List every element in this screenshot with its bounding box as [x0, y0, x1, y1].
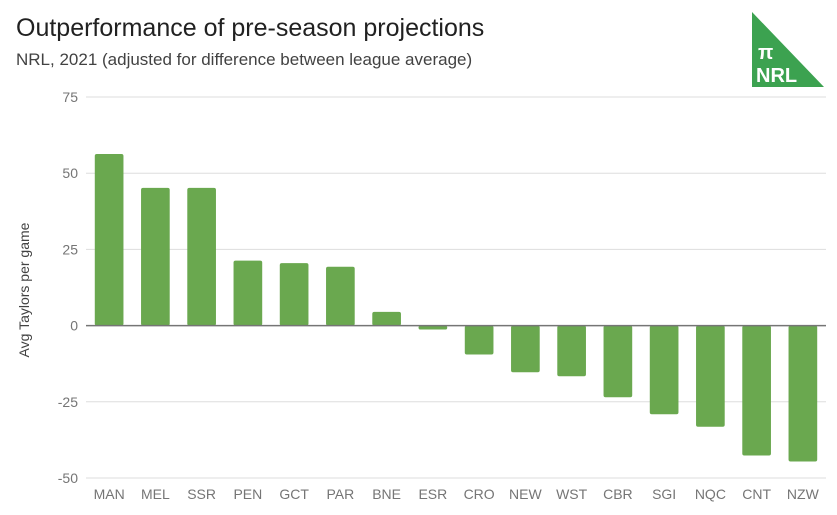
x-tick-label: SGI — [652, 486, 676, 502]
bar-nzw — [788, 325, 818, 462]
bars — [94, 153, 818, 462]
bar-man — [94, 153, 124, 326]
x-axis-ticks: MAN MEL SSR PEN GCT PAR BNE ESR CRO NEW WST CBR SGI N… — [94, 486, 820, 502]
bar-wst — [557, 325, 586, 377]
logo-triangle-icon — [752, 12, 824, 87]
chart-title: Outperformance of pre-season projections — [16, 14, 485, 42]
y-axis-label: Avg Taylors per game — [16, 222, 32, 357]
y-tick-label: 50 — [62, 165, 78, 181]
bar-pen — [233, 260, 263, 326]
bar-mel — [141, 187, 170, 326]
bar-ssr — [187, 187, 216, 326]
x-tick-label: CBR — [603, 486, 633, 502]
x-tick-label: NQC — [695, 486, 726, 502]
x-tick-label: PEN — [233, 486, 262, 502]
x-tick-label: CRO — [464, 486, 495, 502]
bar-bne — [372, 311, 401, 326]
y-tick-label: -50 — [58, 470, 78, 486]
nrl-logo: π NRL — [752, 12, 824, 87]
x-tick-label: PAR — [327, 486, 355, 502]
x-tick-label: NEW — [509, 486, 542, 502]
bar-cnt — [742, 325, 771, 456]
bar-cbr — [603, 325, 633, 398]
bar-esr — [418, 325, 448, 330]
x-tick-label: WST — [556, 486, 588, 502]
x-tick-label: GCT — [279, 486, 309, 502]
bar-new — [511, 325, 540, 373]
y-tick-label: 25 — [62, 241, 78, 257]
bar-par — [326, 266, 355, 326]
x-tick-label: CNT — [742, 486, 771, 502]
x-tick-label: BNE — [372, 486, 401, 502]
x-tick-label: MEL — [141, 486, 170, 502]
x-tick-label: MAN — [94, 486, 125, 502]
y-tick-label: -25 — [58, 394, 78, 410]
logo-pi-symbol: π — [758, 42, 773, 64]
chart-subtitle: NRL, 2021 (adjusted for difference betwe… — [16, 50, 473, 69]
bar-cro — [464, 325, 494, 355]
y-axis-ticks: 75 50 25 0 -25 -50 — [58, 89, 78, 486]
x-tick-label: NZW — [787, 486, 820, 502]
y-tick-label: 0 — [70, 318, 78, 334]
bar-gct — [279, 263, 309, 326]
bar-sgi — [649, 325, 679, 415]
bar-nqc — [696, 325, 725, 427]
y-tick-label: 75 — [62, 89, 78, 105]
x-tick-label: ESR — [418, 486, 447, 502]
logo-text: NRL — [756, 65, 797, 87]
x-tick-label: SSR — [187, 486, 216, 502]
